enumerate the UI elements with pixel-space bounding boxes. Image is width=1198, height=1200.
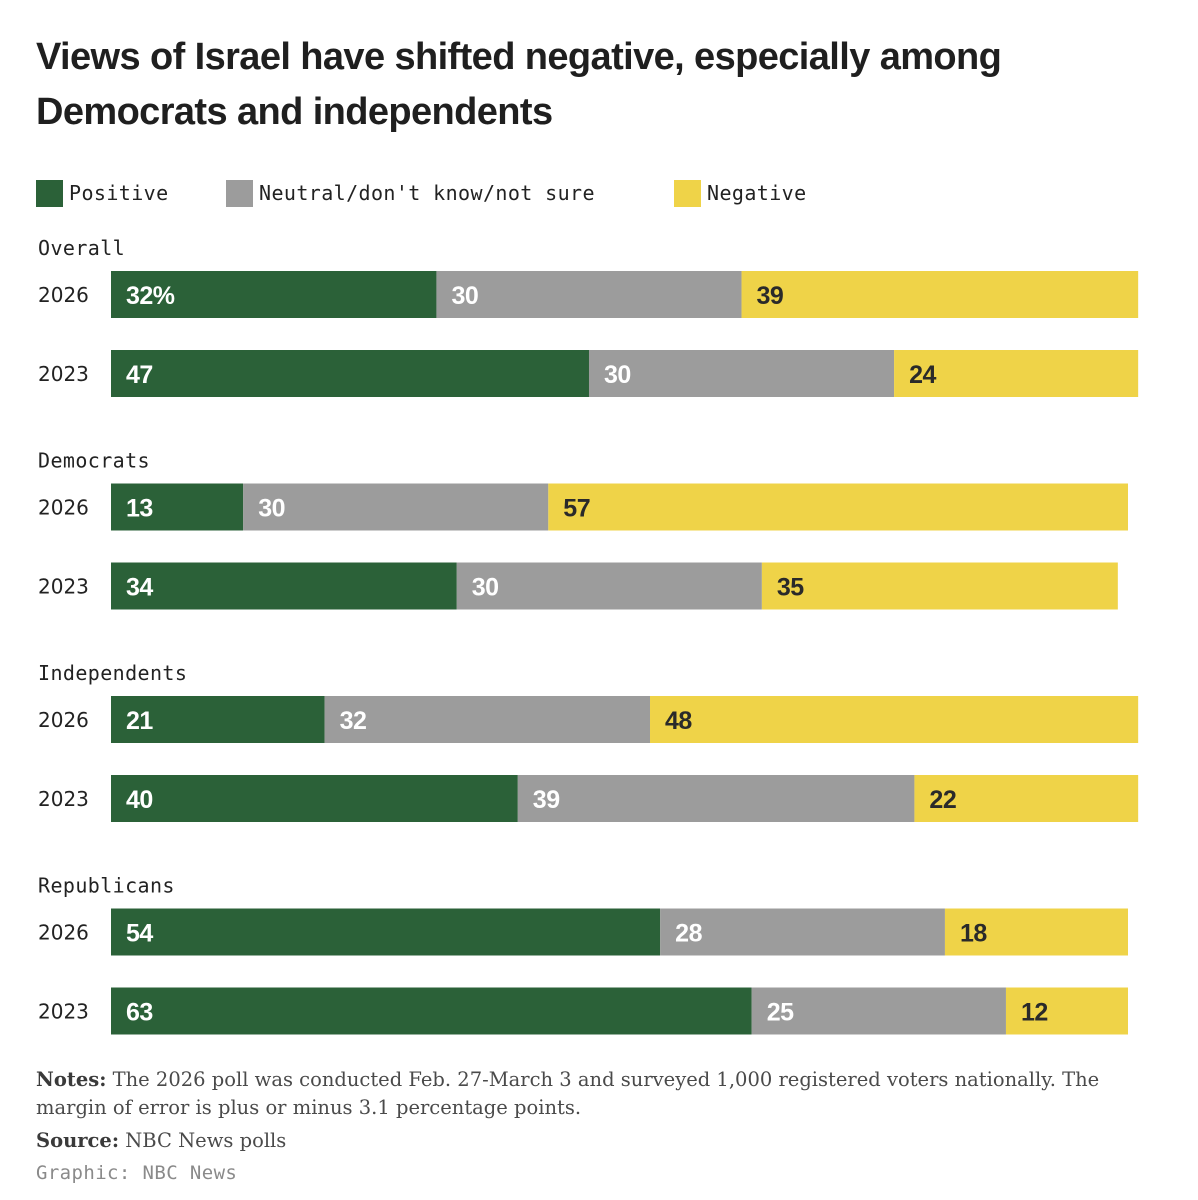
year-label: 2026 <box>38 496 89 520</box>
data-label-neutral: 30 <box>472 574 499 602</box>
legend-label-negative: Negative <box>707 181 807 205</box>
data-label-neutral: 32 <box>340 707 367 735</box>
data-label-positive: 54 <box>126 920 153 948</box>
stacked-bar-chart: Overall 2026 32% 30 39 2023 47 30 24 Democrats 202… <box>38 236 1139 1035</box>
bar-segment-neutral <box>324 696 651 743</box>
bar-segment-positive <box>111 775 518 822</box>
graphic-credit: Graphic: NBC News <box>36 1162 238 1184</box>
bar-segment-positive <box>111 350 589 397</box>
data-label-positive: 32% <box>126 282 175 310</box>
source-label: Source: <box>36 1129 120 1152</box>
bar-segment-positive <box>111 987 752 1035</box>
legend-swatch-negative <box>674 180 701 207</box>
bar-segment-positive <box>111 696 325 743</box>
bar-segment-positive <box>111 483 244 531</box>
data-label-neutral: 30 <box>604 361 631 389</box>
data-label-negative: 48 <box>665 707 692 735</box>
bar-segment-negative <box>548 483 1128 531</box>
bar-segment-neutral <box>243 483 549 531</box>
data-label-negative: 18 <box>960 920 987 948</box>
data-label-neutral: 30 <box>258 495 285 523</box>
notes-label: Notes: <box>36 1068 107 1091</box>
source: Source: NBC News polls <box>36 1127 286 1155</box>
bar-segment-neutral <box>588 350 895 397</box>
legend-label-positive: Positive <box>69 181 169 205</box>
year-label: 2023 <box>38 575 89 599</box>
year-label: 2026 <box>38 708 89 732</box>
chart-title: Views of Israel have shifted negative, e… <box>36 36 1002 133</box>
bar-segment-positive <box>111 562 457 610</box>
data-label-negative: 35 <box>777 574 804 602</box>
bar-segment-neutral <box>517 775 915 822</box>
data-label-positive: 13 <box>126 495 153 523</box>
data-label-negative: 24 <box>909 361 936 389</box>
bar-segment-neutral <box>436 271 742 318</box>
source-text: NBC News polls <box>119 1129 287 1152</box>
data-label-positive: 63 <box>126 999 153 1027</box>
year-label: 2023 <box>38 787 89 811</box>
data-label-positive: 21 <box>126 707 153 735</box>
bar-segment-negative <box>650 696 1139 743</box>
data-label-negative: 57 <box>563 495 590 523</box>
group-label-independents: Independents <box>38 661 187 685</box>
bar-segment-neutral <box>456 562 762 610</box>
bar-segment-negative <box>741 271 1139 318</box>
legend-swatch-positive <box>36 180 63 207</box>
bar-segment-negative <box>1005 987 1128 1035</box>
data-label-positive: 34 <box>126 574 153 602</box>
data-label-positive: 40 <box>126 786 153 814</box>
bar-segment-negative <box>944 908 1128 956</box>
year-label: 2026 <box>38 283 89 307</box>
bar-segment-negative <box>894 350 1139 397</box>
data-label-negative: 22 <box>929 786 956 814</box>
bar-segment-positive <box>111 271 437 318</box>
bar-segment-neutral <box>751 987 1006 1035</box>
data-label-neutral: 25 <box>767 999 794 1027</box>
legend-label-neutral: Neutral/don't know/not sure <box>259 181 595 205</box>
data-label-positive: 47 <box>126 361 153 389</box>
bar-segment-negative <box>914 775 1139 822</box>
legend-swatch-neutral <box>226 180 253 207</box>
data-label-negative: 12 <box>1021 999 1048 1027</box>
group-label-republicans: Republicans <box>38 874 175 898</box>
group-label-democrats: Democrats <box>38 449 150 473</box>
bar-segment-neutral <box>660 908 945 956</box>
data-label-neutral: 39 <box>533 786 560 814</box>
data-label-negative: 39 <box>757 282 784 310</box>
bar-segment-negative <box>761 562 1118 610</box>
group-label-overall: Overall <box>38 236 125 260</box>
year-label: 2023 <box>38 362 89 386</box>
data-label-neutral: 28 <box>675 920 702 948</box>
notes-text: The 2026 poll was conducted Feb. 27-Marc… <box>36 1068 1100 1119</box>
data-label-neutral: 30 <box>451 282 478 310</box>
year-label: 2026 <box>38 921 89 945</box>
year-label: 2023 <box>38 1000 89 1024</box>
notes: Notes: The 2026 poll was conducted Feb. … <box>36 1066 1146 1122</box>
bar-segment-positive <box>111 908 661 956</box>
